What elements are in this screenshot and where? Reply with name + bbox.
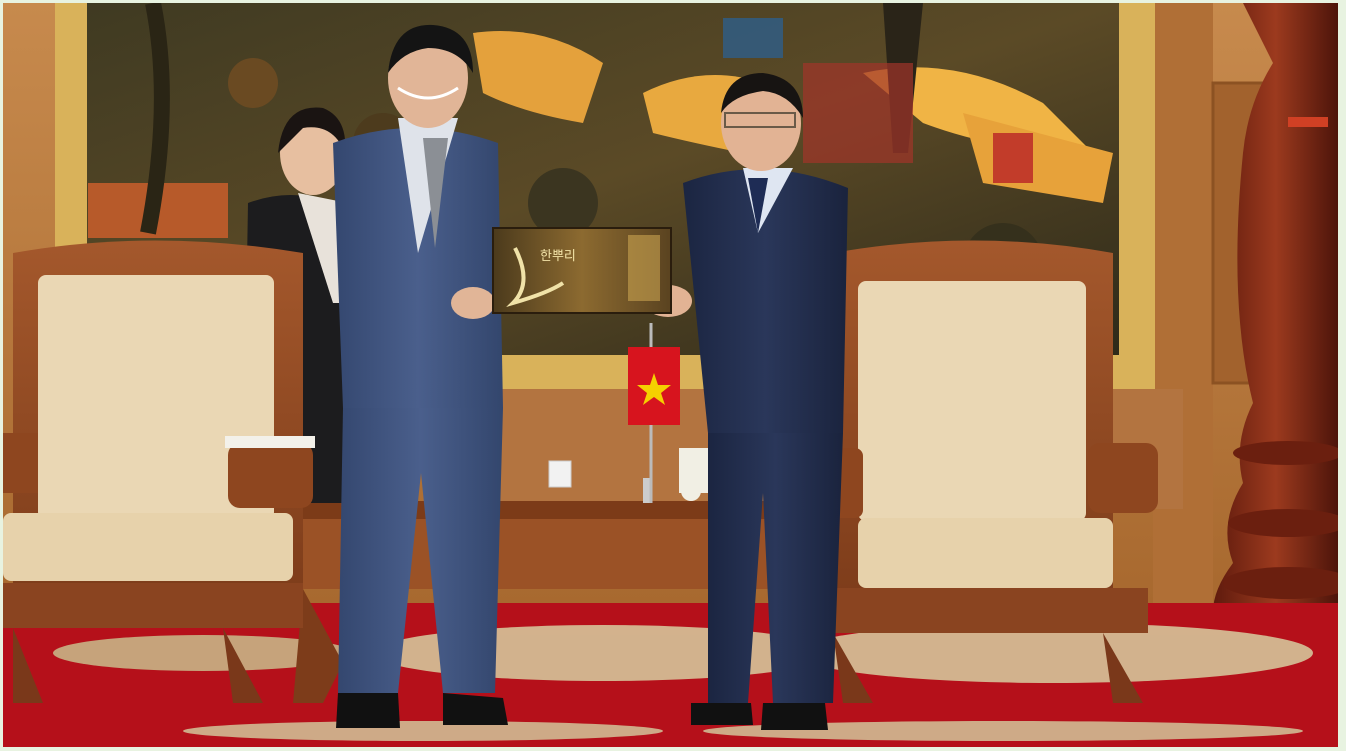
vietnam-flag xyxy=(628,323,680,503)
photograph: 한뿌리 xyxy=(3,3,1338,747)
photo-scene: 한뿌리 xyxy=(3,3,1338,747)
right-armchair xyxy=(823,240,1158,703)
man-right xyxy=(644,73,848,730)
gift-box-label: 한뿌리 xyxy=(540,249,576,264)
gift-box: 한뿌리 xyxy=(492,227,672,314)
left-armchair xyxy=(3,240,315,703)
man-left xyxy=(333,24,508,728)
carved-vase xyxy=(1213,3,1338,633)
